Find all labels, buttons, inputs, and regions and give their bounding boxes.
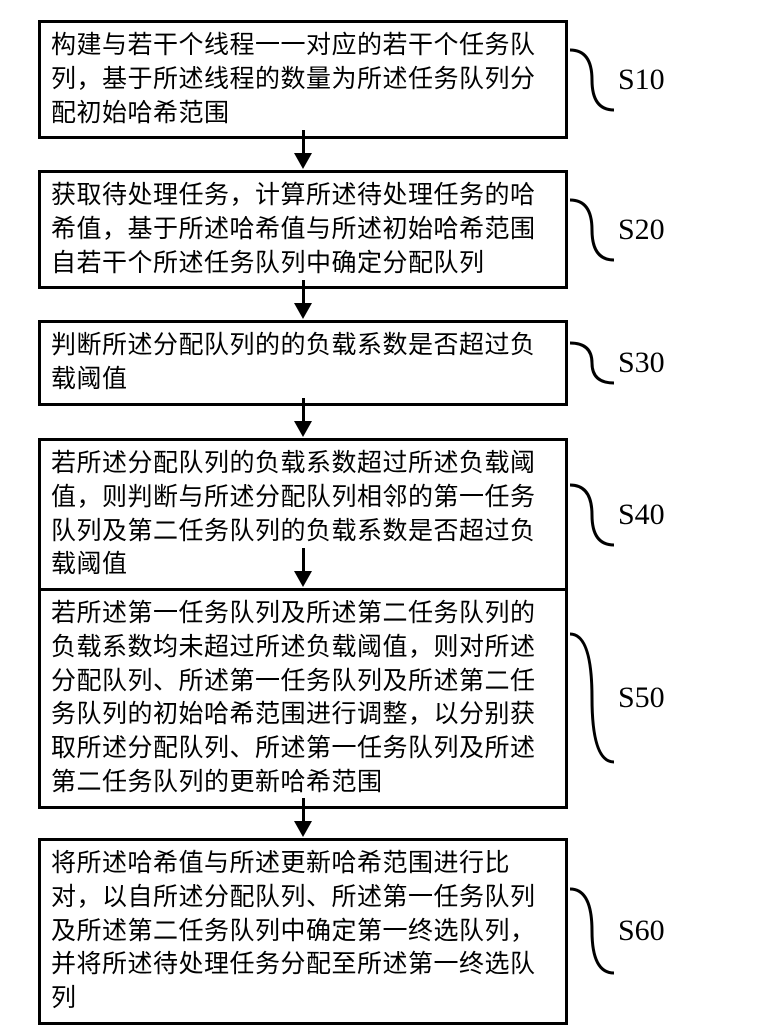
step-label: S60	[618, 914, 665, 948]
arrow-down	[294, 280, 312, 319]
arrow-head-icon	[294, 153, 312, 169]
step-label: S40	[618, 498, 665, 532]
step-label: S10	[618, 63, 665, 97]
step-s10: 构建与若干个线程一一对应的若干个任务队列，基于所述线程的数量为所述任务队列分配初…	[38, 20, 665, 139]
arrow-line	[302, 398, 305, 422]
step-label-connector: S20	[568, 194, 665, 266]
arrow-head-icon	[294, 571, 312, 587]
arrow-head-icon	[294, 421, 312, 437]
step-box: 将所述哈希值与所述更新哈希范围进行比对，以自所述分配队列、所述第一任务队列及所述…	[38, 838, 568, 1025]
curve-connector	[568, 479, 616, 551]
step-label-connector: S60	[568, 883, 665, 979]
step-box: 若所述第一任务队列及所述第二任务队列的负载系数均未超过所述负载阈值，则对所述分配…	[38, 588, 568, 809]
curve-connector	[568, 337, 616, 389]
flowchart-canvas: 构建与若干个线程一一对应的若干个任务队列，基于所述线程的数量为所述任务队列分配初…	[0, 0, 776, 1000]
step-label-connector: S30	[568, 337, 665, 389]
arrow-line	[302, 130, 305, 154]
arrow-down	[294, 548, 312, 587]
step-box: 获取待处理任务，计算所述待处理任务的哈希值，基于所述哈希值与所述初始哈希范围自若…	[38, 170, 568, 289]
step-box: 构建与若干个线程一一对应的若干个任务队列，基于所述线程的数量为所述任务队列分配初…	[38, 20, 568, 139]
arrow-line	[302, 280, 305, 304]
step-label: S20	[618, 213, 665, 247]
step-label: S50	[618, 681, 665, 715]
step-label-connector: S10	[568, 44, 665, 116]
step-s60: 将所述哈希值与所述更新哈希范围进行比对，以自所述分配队列、所述第一任务队列及所述…	[38, 838, 665, 1025]
step-label-connector: S40	[568, 479, 665, 551]
arrow-down	[294, 398, 312, 437]
step-label: S30	[618, 346, 665, 380]
step-s50: 若所述第一任务队列及所述第二任务队列的负载系数均未超过所述负载阈值，则对所述分配…	[38, 588, 665, 809]
curve-connector	[568, 883, 616, 979]
arrow-head-icon	[294, 821, 312, 837]
curve-connector	[568, 628, 616, 768]
curve-connector	[568, 194, 616, 266]
step-s30: 判断所述分配队列的的负载系数是否超过负载阈值 S30	[38, 320, 665, 406]
arrow-line	[302, 548, 305, 572]
arrow-down	[294, 130, 312, 169]
arrow-down	[294, 798, 312, 837]
arrow-head-icon	[294, 303, 312, 319]
curve-connector	[568, 44, 616, 116]
step-label-connector: S50	[568, 628, 665, 768]
step-s20: 获取待处理任务，计算所述待处理任务的哈希值，基于所述哈希值与所述初始哈希范围自若…	[38, 170, 665, 289]
step-box: 判断所述分配队列的的负载系数是否超过负载阈值	[38, 320, 568, 406]
arrow-line	[302, 798, 305, 822]
step-s40: 若所述分配队列的负载系数超过所述负载阈值，则判断与所述分配队列相邻的第一任务队列…	[38, 438, 665, 591]
